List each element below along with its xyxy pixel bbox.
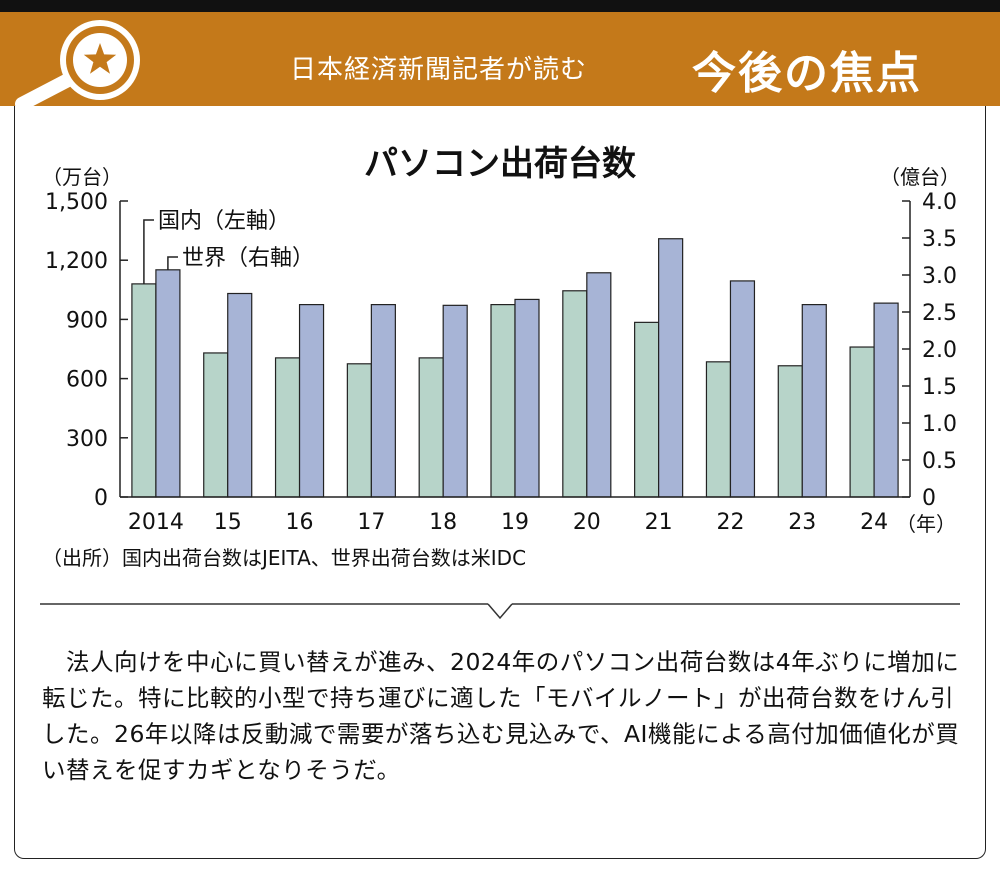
- bar-domestic: [346, 363, 372, 498]
- x-tick-label: 22: [716, 510, 744, 535]
- divider: [40, 603, 960, 620]
- bar-world: [227, 292, 253, 498]
- left-axis-unit: （万台）: [42, 165, 122, 189]
- bar-world: [729, 280, 756, 498]
- bar-world: [514, 298, 540, 498]
- right-axis-unit: （億台）: [880, 165, 960, 189]
- right-tick-label: 0.5: [922, 449, 957, 474]
- article-body: 法人向けを中心に買い替えが進み、2024年のパソコン出荷台数は4年ぶりに増加に転…: [42, 648, 960, 784]
- banner-title: 今後の焦点: [692, 48, 922, 99]
- x-tick-label: 21: [645, 510, 673, 535]
- right-tick-label: 0: [922, 486, 936, 511]
- x-tick-label: 2014: [128, 510, 184, 535]
- content-frame: [14, 106, 986, 859]
- chart-source: （出所）国内出荷台数はJEITA、世界出荷台数は米IDC: [42, 546, 527, 570]
- bar-domestic: [634, 321, 660, 498]
- bar-world: [801, 304, 827, 498]
- left-tick-label: 300: [66, 427, 108, 452]
- left-tick-label: 900: [66, 308, 108, 333]
- bar-domestic: [777, 365, 803, 498]
- bar-domestic: [490, 304, 516, 498]
- x-axis-unit: （年）: [896, 512, 956, 536]
- right-tick-label: 4.0: [922, 190, 957, 215]
- bar-world: [155, 269, 181, 498]
- bar-domestic: [203, 352, 229, 498]
- x-tick-label: 16: [286, 510, 314, 535]
- chart-title: パソコン出荷台数: [364, 144, 636, 184]
- right-tick-label: 2.5: [922, 301, 957, 326]
- bar-domestic: [705, 361, 732, 498]
- x-tick-label: 24: [860, 510, 888, 535]
- bar-world: [658, 238, 684, 498]
- right-tick-label: 3.5: [922, 227, 957, 252]
- bar-world: [370, 304, 396, 498]
- x-tick-label: 18: [429, 510, 457, 535]
- x-tick-label: 20: [573, 510, 601, 535]
- legend-leader-domestic: [143, 219, 154, 284]
- right-tick-label: 3.0: [922, 264, 957, 289]
- header-banner: 日本経済新聞記者が読む 今後の焦点: [0, 12, 1000, 106]
- x-tick-label: 15: [214, 510, 242, 535]
- left-tick-label: 600: [66, 368, 108, 393]
- left-tick-label: 1,500: [45, 190, 108, 215]
- x-tick-label: 17: [357, 510, 385, 535]
- bar-world: [873, 302, 899, 498]
- magnifier-star-icon: [15, 20, 140, 106]
- bar-world: [442, 304, 468, 498]
- legend-leader-world: [167, 256, 178, 270]
- x-tick-label: 19: [501, 510, 529, 535]
- top-bar: [0, 0, 1000, 12]
- bar-domestic: [274, 357, 301, 498]
- right-tick-label: 2.0: [922, 338, 957, 363]
- bar-world: [298, 304, 325, 498]
- legend-domestic: 国内（左軸）: [158, 209, 290, 234]
- bar-domestic: [131, 283, 157, 498]
- bar-domestic: [849, 346, 875, 498]
- left-tick-label: 0: [94, 486, 108, 511]
- x-tick-label: 23: [788, 510, 816, 535]
- bar-domestic: [418, 357, 444, 498]
- bar-world: [586, 272, 612, 498]
- right-tick-label: 1.5: [922, 375, 957, 400]
- bar-domestic: [562, 290, 588, 498]
- legend-world: 世界（右軸）: [182, 246, 314, 271]
- bar-chart: 2014 15 16 17 18 19 20 21 22 23 24 0 300 600 900 1,200 1…: [42, 165, 960, 536]
- right-tick-label: 1.0: [922, 412, 957, 437]
- banner-subtitle: 日本経済新聞記者が読む: [290, 55, 588, 85]
- left-tick-label: 1,200: [45, 249, 108, 274]
